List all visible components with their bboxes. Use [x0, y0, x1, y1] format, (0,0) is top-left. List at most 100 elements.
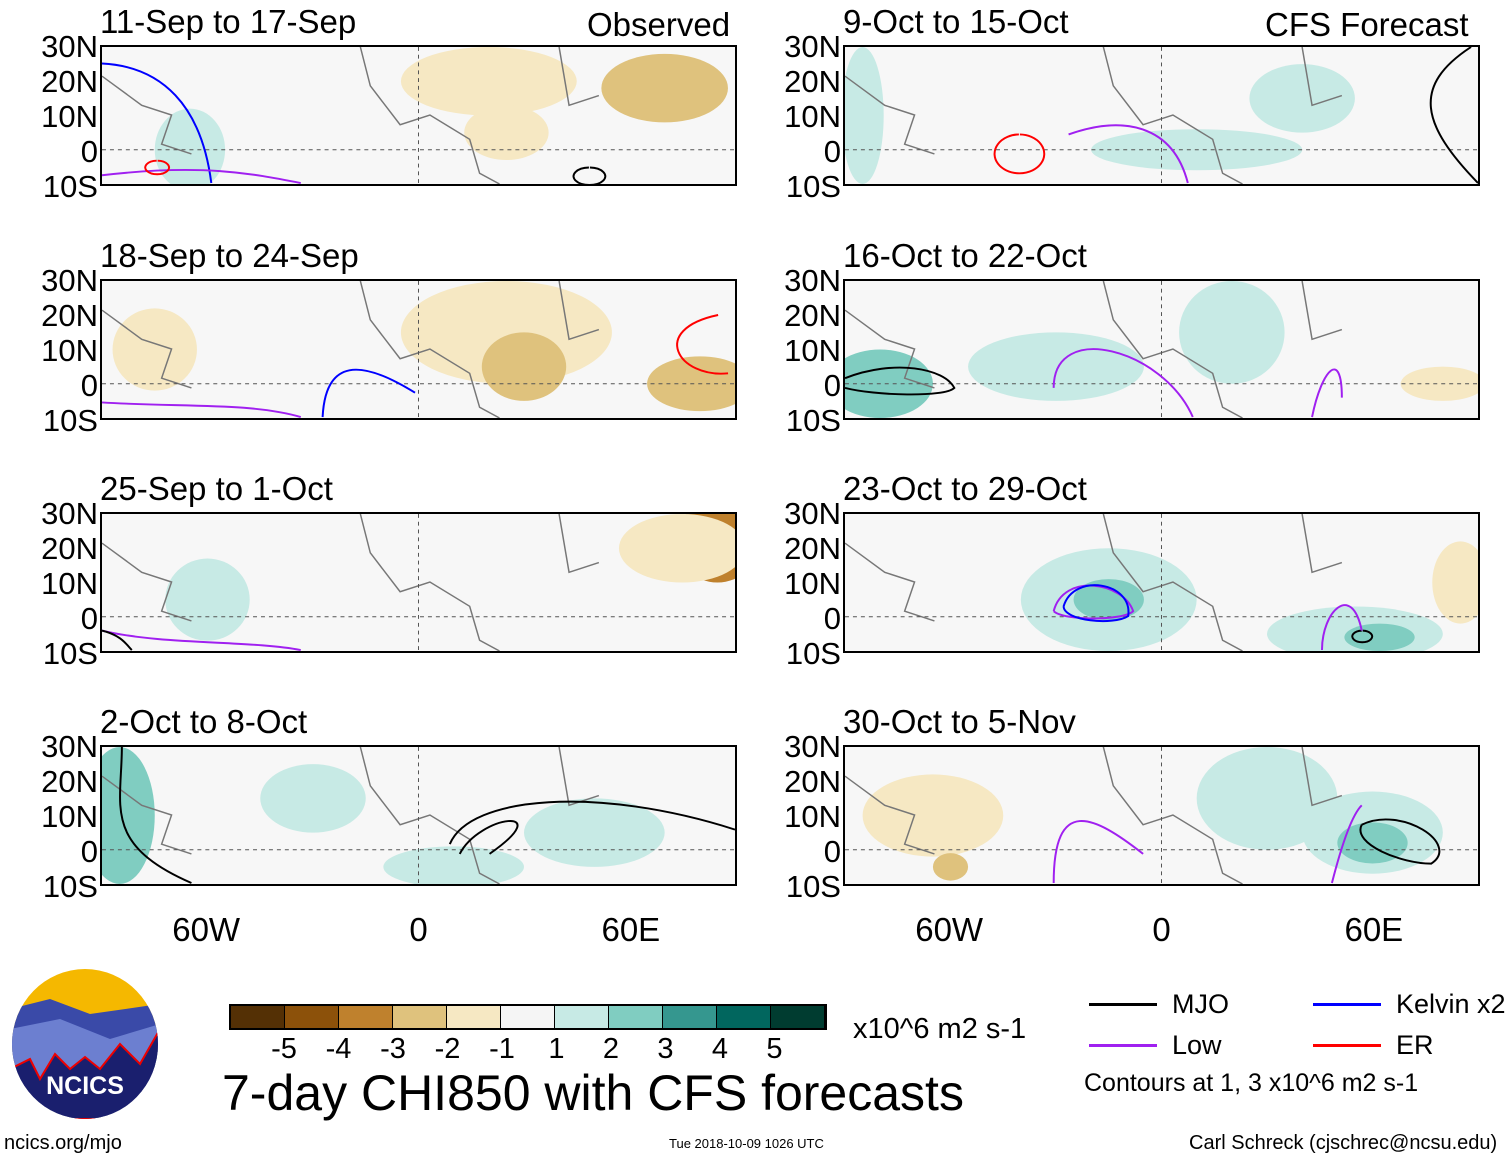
map-panel: [100, 512, 737, 653]
wave-contour: [1359, 818, 1441, 865]
wave-contour: [102, 629, 133, 651]
panel-title: 25-Sep to 1-Oct: [100, 470, 333, 507]
panel-title: 2-Oct to 8-Oct: [100, 703, 308, 740]
anomaly-shading: [1249, 64, 1355, 133]
lat-tick-label: 30N: [41, 29, 98, 64]
lat-tick-label: 30N: [784, 29, 841, 64]
wave-contour: [1330, 804, 1363, 884]
legend-label: MJO: [1172, 989, 1229, 1019]
anomaly-shading: [1400, 366, 1478, 401]
anomaly-shading: [1337, 822, 1408, 864]
map-panel: [843, 745, 1480, 886]
lat-tick-label: 30N: [41, 729, 98, 764]
colorbar-swatch: [393, 1006, 447, 1028]
wave-contour: [1068, 124, 1189, 184]
lon-tick-label: 0: [409, 911, 428, 948]
footer-timestamp: Tue 2018-10-09 1026 UTC: [669, 1136, 824, 1151]
wave-contour: [572, 166, 607, 184]
wave-contour: [321, 368, 416, 418]
ncics-logo: NCICS: [12, 969, 158, 1119]
coastline: [102, 747, 600, 884]
legend-line: [1089, 1003, 1157, 1006]
lon-tick-label: 60W: [915, 911, 984, 948]
lat-tick-label: 10N: [41, 566, 98, 601]
coastline: [845, 281, 1343, 418]
wave-contour: [993, 133, 1046, 175]
colorbar-units: x10^6 m2 s-1: [853, 1013, 1027, 1045]
lat-tick-label: 10S: [785, 169, 841, 204]
lat-tick-label: 10N: [784, 99, 841, 134]
lat-tick-label: 0: [823, 134, 841, 169]
wave-contour: [1052, 820, 1144, 884]
colorbar-label: 2: [602, 1033, 620, 1065]
coastline: [845, 747, 1343, 884]
coastline: [845, 47, 1343, 184]
figure-title: 7-day CHI850 with CFS forecasts: [222, 1065, 964, 1121]
lat-tick-label: 0: [80, 834, 98, 869]
colorbar-swatch: [717, 1006, 771, 1028]
lat-tick-label: 10S: [785, 869, 841, 904]
lat-tick-label: 10N: [784, 799, 841, 834]
colorbar-swatch: [339, 1006, 393, 1028]
lat-tick-label: 20N: [784, 531, 841, 566]
map-panel: [843, 45, 1480, 186]
colorbar-swatch: [285, 1006, 339, 1028]
lat-tick-label: 20N: [41, 764, 98, 799]
panel-title: 23-Oct to 29-Oct: [843, 470, 1087, 507]
legend-line: [1089, 1044, 1157, 1047]
anomaly-shading: [1073, 579, 1144, 621]
wave-contour: [102, 401, 302, 418]
map-panel: [100, 45, 737, 186]
colorbar-label: -2: [434, 1033, 461, 1065]
lat-tick-label: 10S: [42, 169, 98, 204]
lat-tick-label: 10S: [42, 869, 98, 904]
wave-contour: [1320, 604, 1363, 651]
lat-tick-label: 30N: [784, 263, 841, 298]
wave-contour: [1311, 368, 1343, 418]
lat-tick-label: 10N: [784, 566, 841, 601]
anomaly-shading: [165, 558, 250, 641]
lat-tick-label: 0: [823, 601, 841, 636]
lon-tick-label: 60E: [601, 911, 661, 948]
colorbar-label: 5: [766, 1033, 783, 1065]
panel-title: 11-Sep to 17-Sep: [100, 3, 357, 40]
colorbar-swatch: [609, 1006, 663, 1028]
panel-group-header: Observed: [587, 6, 731, 43]
lat-tick-label: 10S: [42, 636, 98, 671]
lat-tick-label: 0: [80, 601, 98, 636]
colorbar-swatch: [771, 1006, 825, 1028]
lat-tick-label: 30N: [784, 729, 841, 764]
lat-tick-label: 30N: [41, 496, 98, 531]
anomaly-shading: [862, 774, 1004, 857]
lat-tick-label: 0: [80, 134, 98, 169]
wave-contour: [448, 800, 735, 845]
contour-note: Contours at 1, 3 x10^6 m2 s-1: [1084, 1069, 1419, 1097]
colorbar-label: -1: [489, 1033, 515, 1065]
anomaly-shading: [932, 853, 969, 881]
colorbar-label: -4: [325, 1033, 352, 1065]
lat-tick-label: 30N: [784, 496, 841, 531]
coastline: [102, 281, 600, 418]
legend-label: Low: [1172, 1030, 1222, 1060]
map-panel: [100, 279, 737, 420]
lat-tick-label: 20N: [784, 764, 841, 799]
lon-tick-label: 60E: [1344, 911, 1404, 948]
lat-tick-label: 0: [80, 368, 98, 403]
lon-tick-label: 60W: [172, 911, 241, 948]
wave-contour: [1052, 348, 1194, 418]
anomaly-shading: [1432, 541, 1478, 624]
wave-contour: [1062, 584, 1130, 622]
colorbar-swatch: [447, 1006, 501, 1028]
colorbar-label: -3: [380, 1033, 406, 1065]
colorbar: [229, 1004, 827, 1030]
legend-line: [1313, 1044, 1381, 1047]
panel-title: 30-Oct to 5-Nov: [843, 703, 1076, 740]
footer-url[interactable]: ncics.org/mjo: [4, 1132, 122, 1154]
wave-contour: [144, 159, 171, 176]
colorbar-swatch: [663, 1006, 717, 1028]
svg-text:NCICS: NCICS: [46, 1072, 124, 1100]
anomaly-shading: [400, 47, 577, 116]
wave-contour: [845, 366, 956, 396]
anomaly-shading: [968, 332, 1144, 401]
